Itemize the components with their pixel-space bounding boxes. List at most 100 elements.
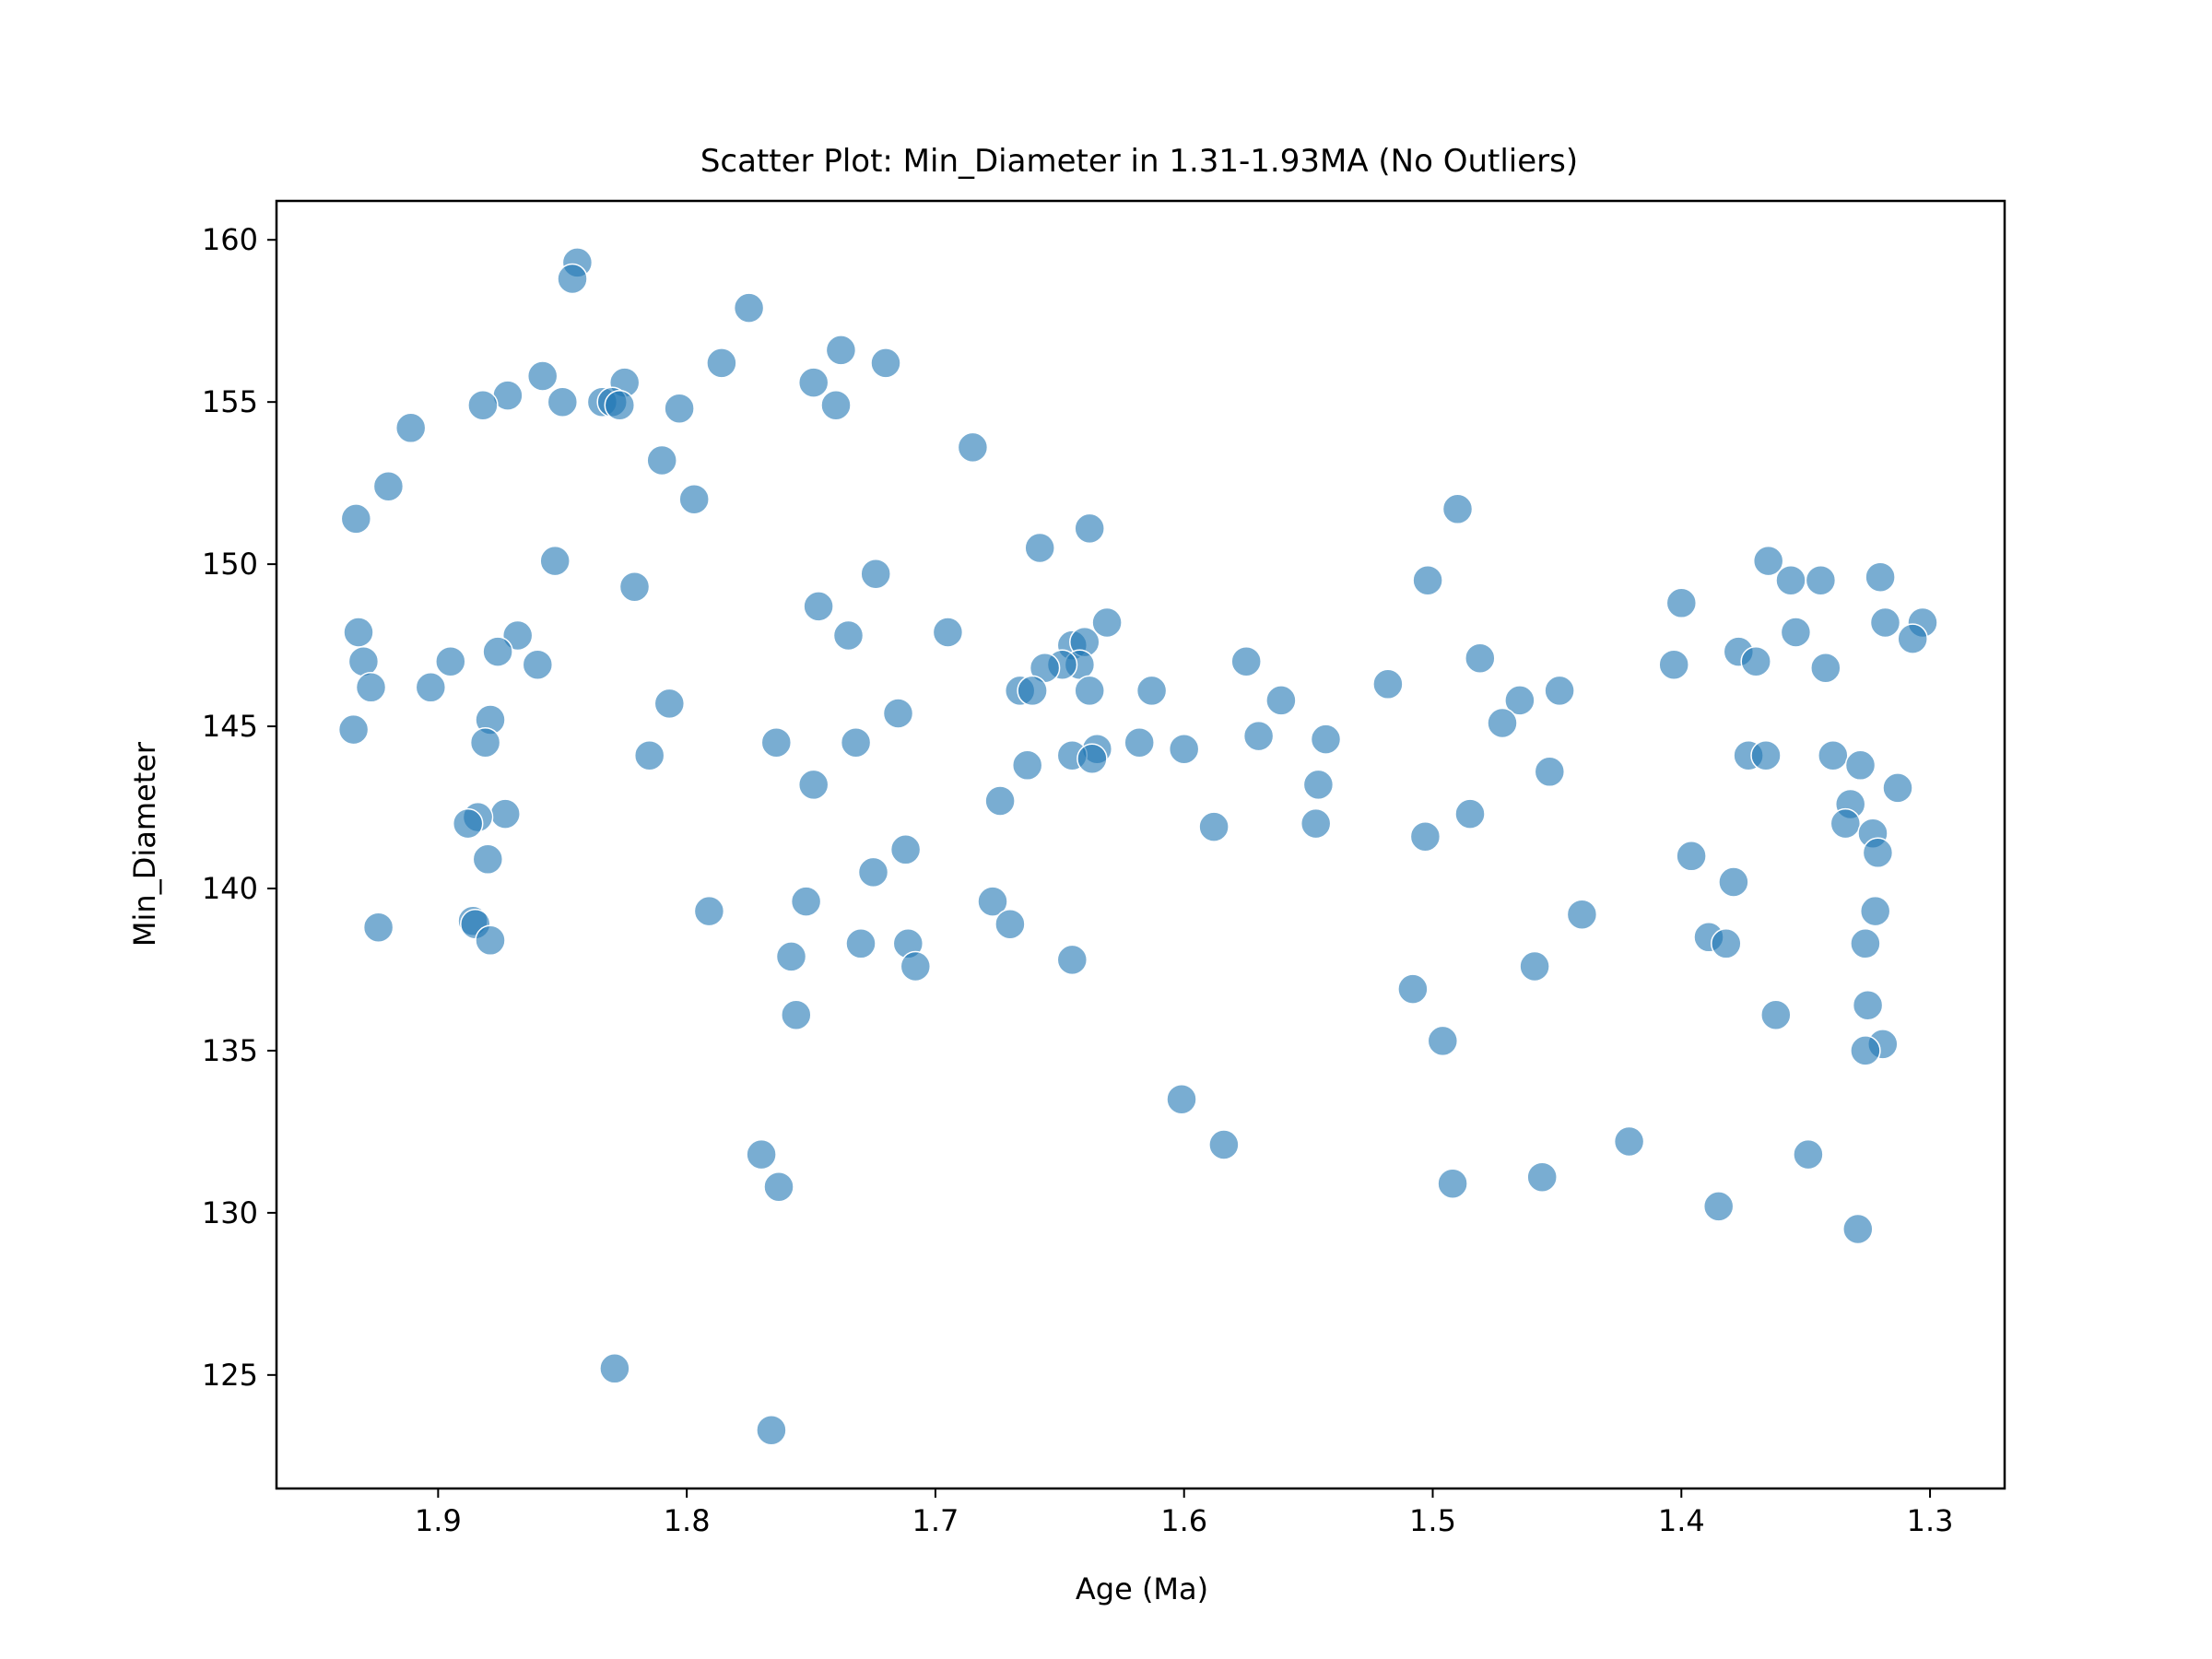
data-point bbox=[1504, 685, 1535, 716]
data-point bbox=[340, 503, 372, 535]
data-point bbox=[803, 591, 834, 622]
x-tick-label: 1.3 bbox=[1907, 1503, 1954, 1538]
data-point bbox=[781, 999, 812, 1030]
y-tick-label: 150 bbox=[202, 547, 258, 582]
data-point bbox=[1056, 944, 1088, 976]
data-point bbox=[1718, 866, 1749, 898]
data-point bbox=[1862, 837, 1894, 869]
data-point bbox=[1454, 798, 1486, 830]
data-point bbox=[1437, 1168, 1468, 1199]
data-point bbox=[820, 389, 852, 421]
data-point bbox=[1805, 564, 1837, 596]
data-point bbox=[489, 798, 521, 830]
data-point bbox=[394, 412, 427, 444]
data-point bbox=[1441, 493, 1474, 525]
y-tick-label: 140 bbox=[202, 871, 258, 906]
y-tick-label: 160 bbox=[202, 222, 258, 257]
data-point bbox=[653, 688, 686, 720]
data-point bbox=[1613, 1125, 1645, 1158]
data-point bbox=[1780, 617, 1812, 648]
data-point bbox=[1409, 820, 1441, 853]
data-point bbox=[482, 636, 513, 667]
data-point bbox=[472, 843, 504, 876]
x-tick-label: 1.6 bbox=[1160, 1503, 1207, 1538]
data-point bbox=[1711, 928, 1742, 959]
data-point bbox=[870, 347, 901, 379]
data-point bbox=[355, 672, 387, 703]
data-point bbox=[343, 617, 374, 648]
data-point bbox=[599, 1353, 630, 1384]
data-point bbox=[797, 367, 830, 398]
data-point bbox=[1842, 1213, 1874, 1245]
data-point bbox=[1011, 749, 1043, 782]
data-point bbox=[882, 698, 914, 729]
data-point bbox=[678, 483, 710, 515]
data-point bbox=[977, 886, 1008, 917]
y-tick-label: 155 bbox=[202, 384, 258, 419]
data-point bbox=[1810, 652, 1841, 684]
data-point bbox=[1844, 749, 1877, 782]
data-point bbox=[763, 1171, 794, 1203]
y-tick-label: 130 bbox=[202, 1195, 258, 1230]
data-point bbox=[1242, 720, 1275, 752]
data-point bbox=[557, 263, 588, 295]
data-point bbox=[1427, 1025, 1459, 1057]
data-point bbox=[693, 895, 725, 927]
data-point bbox=[1740, 645, 1771, 677]
data-point bbox=[1859, 895, 1891, 927]
plot-frame bbox=[275, 199, 2006, 1490]
data-point bbox=[1465, 642, 1496, 674]
x-tick-label: 1.4 bbox=[1658, 1503, 1705, 1538]
data-point bbox=[860, 558, 891, 590]
data-point bbox=[932, 617, 964, 648]
data-point bbox=[1865, 561, 1896, 593]
y-tick-label: 135 bbox=[202, 1033, 258, 1068]
data-point bbox=[706, 347, 737, 379]
data-point bbox=[746, 1138, 777, 1171]
data-point bbox=[467, 389, 499, 421]
data-point bbox=[633, 739, 665, 771]
data-point bbox=[415, 672, 447, 703]
data-point bbox=[1300, 807, 1332, 840]
data-point bbox=[1208, 1129, 1240, 1160]
data-point bbox=[1526, 1161, 1558, 1193]
data-point bbox=[790, 886, 822, 917]
data-point bbox=[362, 912, 394, 943]
data-point bbox=[1869, 606, 1901, 639]
data-point bbox=[1135, 675, 1168, 707]
data-point bbox=[1091, 606, 1123, 639]
data-point bbox=[1519, 950, 1550, 982]
data-point bbox=[797, 769, 830, 801]
data-point bbox=[1302, 769, 1335, 801]
x-tick-label: 1.5 bbox=[1409, 1503, 1456, 1538]
data-point bbox=[1487, 707, 1518, 739]
data-point bbox=[1168, 733, 1200, 765]
data-point bbox=[526, 360, 559, 392]
data-point bbox=[604, 389, 636, 421]
data-point bbox=[475, 924, 506, 957]
data-point bbox=[1074, 512, 1105, 545]
data-point bbox=[994, 908, 1026, 940]
data-point bbox=[664, 393, 695, 424]
data-point bbox=[857, 856, 889, 888]
data-point bbox=[347, 645, 380, 677]
data-point bbox=[756, 1414, 787, 1446]
data-point bbox=[372, 470, 405, 502]
data-point bbox=[1775, 564, 1806, 596]
data-point bbox=[1897, 623, 1928, 654]
data-point bbox=[1372, 668, 1404, 700]
data-point bbox=[522, 649, 554, 680]
data-point bbox=[825, 335, 857, 366]
data-point bbox=[760, 726, 793, 759]
x-axis-label: Age (Ma) bbox=[1076, 1571, 1208, 1606]
data-point bbox=[733, 292, 765, 324]
data-point bbox=[1850, 1035, 1881, 1066]
x-axis: 1.9 1.8 1.7 1.6 1.5 1.4 1.3 bbox=[415, 1488, 1954, 1538]
data-point bbox=[1230, 645, 1262, 677]
data-point bbox=[1793, 1138, 1824, 1171]
points-layer bbox=[337, 247, 1938, 1446]
data-point bbox=[1017, 675, 1048, 707]
data-point bbox=[646, 444, 677, 477]
data-point bbox=[1882, 772, 1913, 804]
